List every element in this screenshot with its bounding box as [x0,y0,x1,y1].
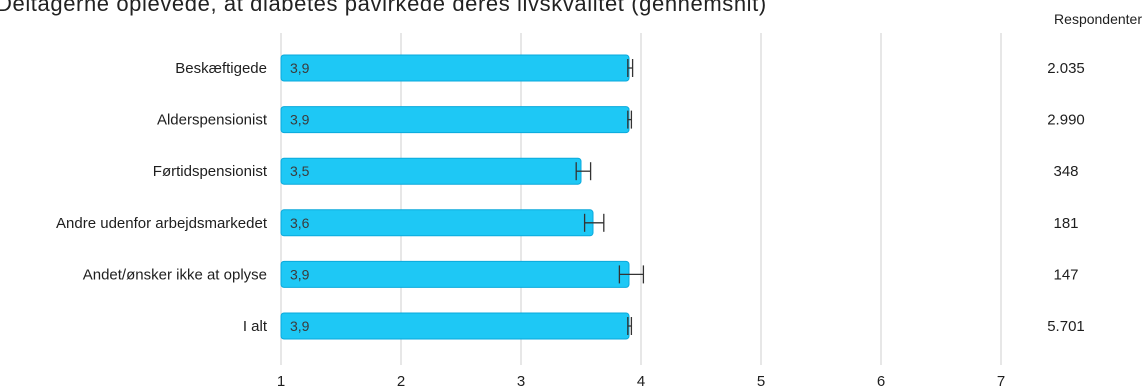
x-axis-ticks: 1 2 3 4 5 6 7 [277,373,1005,390]
respondents-value-3: 181 [1053,215,1078,232]
category-label-5: I alt [243,318,268,335]
x-tick-label-2: 2 [397,373,405,390]
respondents-value-5: 5.701 [1047,318,1085,335]
bar-3 [280,209,594,237]
category-label-3: Andre udenfor arbejdsmarkedet [56,215,268,232]
respondents-column: Respondenter 2.035 2.990 348 181 147 5.701 [1047,11,1142,335]
x-tick-label-1: 1 [277,373,285,390]
bars: 3,9 3,9 3,5 3,6 3,9 3,9 [280,54,645,340]
bar-2 [280,157,582,185]
x-tick-label-6: 6 [877,373,885,390]
value-label-4: 3,9 [290,266,310,282]
bar-4 [280,260,630,288]
category-labels: Beskæftigede Alderspensionist Førtidspensi… [56,60,268,335]
value-label-2: 3,5 [290,163,310,179]
respondents-value-4: 147 [1053,266,1078,283]
x-tick-label-4: 4 [637,373,645,390]
respondents-value-2: 348 [1053,163,1078,180]
respondents-value-0: 2.035 [1047,60,1085,77]
bar-5 [280,312,630,340]
respondents-header: Respondenter [1054,11,1142,27]
value-label-0: 3,9 [290,60,310,76]
x-tick-label-5: 5 [757,373,765,390]
value-label-5: 3,9 [290,318,310,334]
x-tick-label-7: 7 [997,373,1005,390]
chart-title: Deltagerne oplevede, at diabetes påvirke… [0,0,767,16]
category-label-4: Andet/ønsker ikke at oplyse [83,266,267,283]
bar-1 [280,106,630,134]
category-label-1: Alderspensionist [157,112,268,129]
gridlines [280,33,1002,365]
respondents-value-1: 2.990 [1047,112,1085,129]
category-label-2: Førtidspensionist [153,163,268,180]
x-tick-label-3: 3 [517,373,525,390]
value-label-3: 3,6 [290,215,310,231]
bar-0 [280,54,630,82]
value-label-1: 3,9 [290,112,310,128]
category-label-0: Beskæftigede [175,60,267,77]
